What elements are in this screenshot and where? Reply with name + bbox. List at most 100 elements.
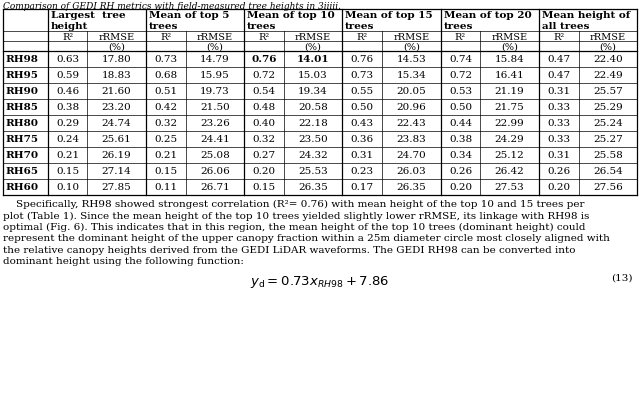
Text: rRMSE: rRMSE	[295, 32, 331, 41]
Text: 27.56: 27.56	[593, 183, 623, 192]
Text: 14.53: 14.53	[396, 55, 426, 64]
Text: 23.83: 23.83	[396, 135, 426, 144]
Text: 0.46: 0.46	[56, 87, 79, 96]
Text: RH70: RH70	[5, 151, 38, 160]
Text: 0.21: 0.21	[154, 151, 177, 160]
Text: dominant height using the following function:: dominant height using the following func…	[3, 257, 244, 266]
Text: rRMSE: rRMSE	[99, 32, 134, 41]
Text: 25.29: 25.29	[593, 103, 623, 112]
Text: 0.74: 0.74	[449, 55, 472, 64]
Text: 22.99: 22.99	[495, 119, 524, 128]
Text: 0.31: 0.31	[547, 151, 570, 160]
Text: 26.35: 26.35	[396, 183, 426, 192]
Text: 0.43: 0.43	[351, 119, 374, 128]
Text: R²: R²	[356, 32, 368, 41]
Text: RH90: RH90	[5, 87, 38, 96]
Text: 0.23: 0.23	[351, 167, 374, 176]
Text: 15.84: 15.84	[495, 55, 524, 64]
Text: Mean height of
all trees: Mean height of all trees	[541, 11, 630, 31]
Text: 14.79: 14.79	[200, 55, 230, 64]
Text: RH60: RH60	[5, 183, 38, 192]
Text: Mean of top 15
trees: Mean of top 15 trees	[345, 11, 433, 31]
Text: 19.73: 19.73	[200, 87, 230, 96]
Text: 25.27: 25.27	[593, 135, 623, 144]
Text: 21.50: 21.50	[200, 103, 230, 112]
Text: Comparison of GEDI RH metrics with field-measured tree heights in 3iiiii.: Comparison of GEDI RH metrics with field…	[3, 2, 341, 11]
Text: 26.71: 26.71	[200, 183, 230, 192]
Text: 19.34: 19.34	[298, 87, 328, 96]
Text: 27.14: 27.14	[102, 167, 131, 176]
Text: RH65: RH65	[5, 167, 38, 176]
Text: 24.29: 24.29	[495, 135, 524, 144]
Text: the relative canopy heights derived from the GEDI LiDAR waveforms. The GEDI RH98: the relative canopy heights derived from…	[3, 245, 575, 254]
Text: represent the dominant height of the upper canopy fraction within a 25m diameter: represent the dominant height of the upp…	[3, 234, 610, 243]
Text: 0.15: 0.15	[252, 183, 276, 192]
Text: (%): (%)	[305, 43, 321, 51]
Text: 25.58: 25.58	[593, 151, 623, 160]
Text: 0.59: 0.59	[56, 71, 79, 80]
Text: 21.19: 21.19	[495, 87, 524, 96]
Text: 0.15: 0.15	[56, 167, 79, 176]
Text: 20.05: 20.05	[396, 87, 426, 96]
Text: 0.33: 0.33	[547, 103, 570, 112]
Text: RH95: RH95	[5, 71, 38, 80]
Text: 0.50: 0.50	[449, 103, 472, 112]
Text: 0.72: 0.72	[449, 71, 472, 80]
Text: 0.40: 0.40	[252, 119, 276, 128]
Text: 0.33: 0.33	[547, 119, 570, 128]
Text: 26.03: 26.03	[396, 167, 426, 176]
Text: 21.60: 21.60	[102, 87, 131, 96]
Text: 0.15: 0.15	[154, 167, 177, 176]
Text: 24.70: 24.70	[396, 151, 426, 160]
Text: R²: R²	[160, 32, 172, 41]
Text: 0.50: 0.50	[351, 103, 374, 112]
Text: RH98: RH98	[5, 55, 38, 64]
Text: Largest  tree
height: Largest tree height	[51, 11, 125, 31]
Text: 0.51: 0.51	[154, 87, 177, 96]
Text: 0.32: 0.32	[154, 119, 177, 128]
Text: 24.41: 24.41	[200, 135, 230, 144]
Text: (13): (13)	[611, 273, 633, 282]
Text: 15.34: 15.34	[396, 71, 426, 80]
Text: 0.11: 0.11	[154, 183, 177, 192]
Text: 0.73: 0.73	[154, 55, 177, 64]
Text: 0.47: 0.47	[547, 71, 570, 80]
Text: RH85: RH85	[5, 103, 38, 112]
Text: 26.06: 26.06	[200, 167, 230, 176]
Text: 0.47: 0.47	[547, 55, 570, 64]
Text: 0.63: 0.63	[56, 55, 79, 64]
Text: 15.03: 15.03	[298, 71, 328, 80]
Text: 0.48: 0.48	[252, 103, 276, 112]
Text: 27.53: 27.53	[495, 183, 524, 192]
Text: 0.24: 0.24	[56, 135, 79, 144]
Text: 0.20: 0.20	[449, 183, 472, 192]
Text: 27.85: 27.85	[102, 183, 131, 192]
Text: 25.53: 25.53	[298, 167, 328, 176]
Text: 18.83: 18.83	[102, 71, 131, 80]
Text: 0.55: 0.55	[351, 87, 374, 96]
Text: 0.32: 0.32	[252, 135, 276, 144]
Text: 0.53: 0.53	[449, 87, 472, 96]
Text: $y_\mathrm{d} = 0.73x_{RH98} + 7.86$: $y_\mathrm{d} = 0.73x_{RH98} + 7.86$	[250, 273, 390, 289]
Text: R²: R²	[455, 32, 466, 41]
Text: 25.12: 25.12	[495, 151, 524, 160]
Text: 0.34: 0.34	[449, 151, 472, 160]
Text: RH75: RH75	[5, 135, 38, 144]
Text: 0.36: 0.36	[351, 135, 374, 144]
Text: 17.80: 17.80	[102, 55, 131, 64]
Text: 0.29: 0.29	[56, 119, 79, 128]
Text: Mean of top 5
trees: Mean of top 5 trees	[148, 11, 229, 31]
Text: 0.20: 0.20	[547, 183, 570, 192]
Text: 0.44: 0.44	[449, 119, 472, 128]
Text: 0.68: 0.68	[154, 71, 177, 80]
Text: 0.31: 0.31	[351, 151, 374, 160]
Text: 16.41: 16.41	[495, 71, 524, 80]
Text: 23.50: 23.50	[298, 135, 328, 144]
Text: 25.08: 25.08	[200, 151, 230, 160]
Text: 0.20: 0.20	[252, 167, 276, 176]
Text: 20.96: 20.96	[396, 103, 426, 112]
Text: 0.10: 0.10	[56, 183, 79, 192]
Text: 0.42: 0.42	[154, 103, 177, 112]
Text: 23.26: 23.26	[200, 119, 230, 128]
Text: 0.38: 0.38	[449, 135, 472, 144]
